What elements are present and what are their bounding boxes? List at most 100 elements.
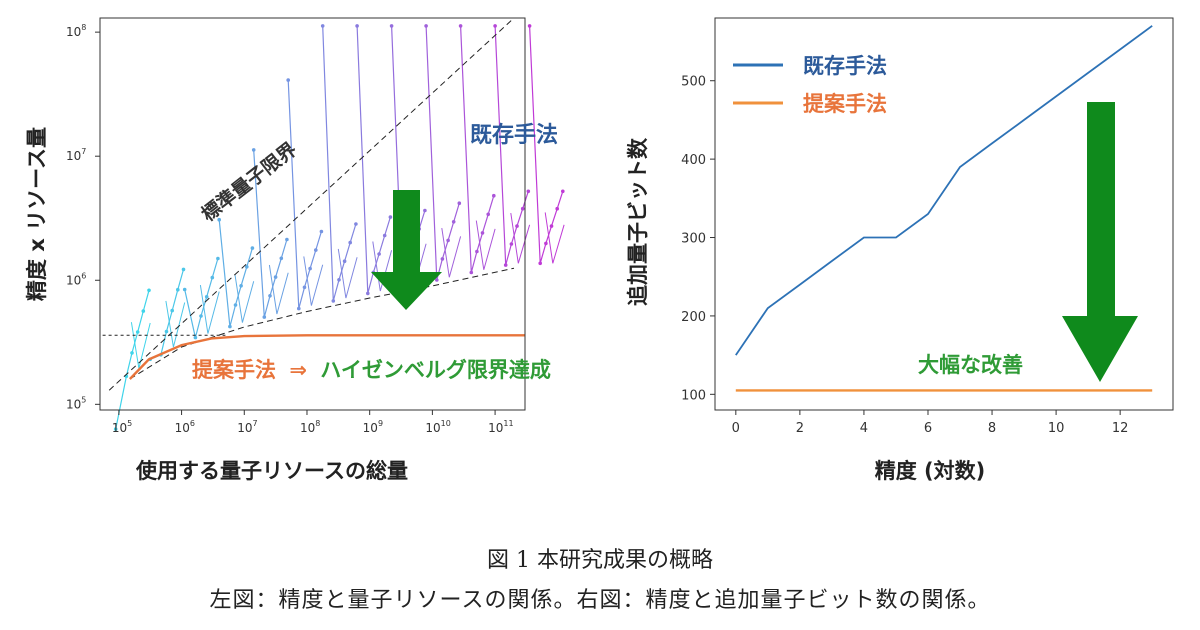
existing-point xyxy=(423,208,427,213)
existing-point xyxy=(250,246,255,250)
existing-point xyxy=(279,256,284,261)
existing-curve xyxy=(234,274,255,323)
existing-point xyxy=(182,287,187,292)
existing-family xyxy=(251,148,289,319)
left-y-axis-label: 精度 x リソース量 xyxy=(25,127,49,301)
right-y-tick-label: 300 xyxy=(681,232,706,247)
existing-point xyxy=(285,237,289,242)
existing-point xyxy=(509,242,514,246)
existing-point xyxy=(130,351,134,355)
right-y-ticks: 100 200 300 400 500 xyxy=(681,75,715,403)
proposed-line xyxy=(129,334,525,380)
right-x-axis-label: 精度 (対数) xyxy=(875,459,986,483)
legend-label-proposed: 提案手法 xyxy=(803,92,887,116)
existing-point xyxy=(561,189,565,194)
right-x-tick-label: 12 xyxy=(1112,421,1129,436)
existing-point xyxy=(342,259,347,264)
existing-curve xyxy=(268,264,289,315)
existing-point xyxy=(388,215,393,219)
existing-point xyxy=(251,148,256,152)
existing-point xyxy=(348,240,353,245)
existing-point xyxy=(135,330,140,334)
existing-curve xyxy=(199,285,220,334)
proposed-annotation: 提案手法 ⇒ ハイゼンベルグ限界達成 xyxy=(192,358,551,382)
existing-point xyxy=(286,78,291,82)
existing-curve xyxy=(372,241,393,292)
existing-point xyxy=(239,284,243,288)
existing-curve xyxy=(475,220,496,270)
existing-point xyxy=(446,238,450,243)
existing-point xyxy=(297,306,301,311)
existing-point xyxy=(451,220,456,224)
left-x-tick-label: 107 xyxy=(237,419,257,435)
reference-line-heisenberg-bound xyxy=(129,267,515,380)
right-series xyxy=(735,25,1153,392)
existing-point xyxy=(268,294,272,298)
left-improvement-arrow xyxy=(371,190,442,310)
existing-point xyxy=(193,335,198,340)
existing-point xyxy=(199,314,203,318)
existing-point xyxy=(308,266,312,271)
existing-point xyxy=(503,263,508,267)
existing-curve xyxy=(441,228,462,278)
left-x-ticks: 105 106 107 108 109 1010 1011 xyxy=(112,410,514,435)
existing-point xyxy=(147,288,151,293)
arrow-glyph: ⇒ xyxy=(289,358,307,382)
existing-point xyxy=(320,24,325,28)
existing-family xyxy=(355,24,393,296)
existing-point xyxy=(245,265,249,269)
existing-point xyxy=(113,427,118,431)
existing-point xyxy=(355,24,359,28)
existing-point xyxy=(217,217,221,222)
proposed-prefix: 提案手法 xyxy=(192,358,276,382)
existing-family xyxy=(182,256,220,340)
right-x-tick-label: 2 xyxy=(796,421,804,436)
right-x-tick-label: 8 xyxy=(988,421,996,436)
heisenberg-text: ハイゼンベルグ限界達成 xyxy=(320,358,551,382)
existing-point xyxy=(354,222,358,226)
existing-curve xyxy=(165,300,186,348)
existing-family xyxy=(493,24,531,267)
existing-point xyxy=(440,257,445,261)
existing-point xyxy=(233,303,238,307)
existing-point xyxy=(273,275,278,279)
right-annotation: 大幅な改善 xyxy=(918,353,1023,377)
existing-point xyxy=(216,256,220,261)
existing-point xyxy=(389,24,394,28)
right-improvement-arrow xyxy=(1062,102,1138,382)
existing-curve xyxy=(510,213,531,264)
existing-point xyxy=(458,24,463,28)
figure-caption-description: 左図：精度と量子リソースの関係。右図：精度と追加量子ビット数の関係。 xyxy=(209,588,991,613)
existing-point xyxy=(486,212,491,217)
existing-curve xyxy=(544,212,565,264)
existing-point xyxy=(435,278,439,282)
existing-point xyxy=(170,308,174,313)
left-plot-frame xyxy=(99,17,526,411)
existing-family xyxy=(458,24,496,275)
proposed-curve xyxy=(129,334,525,380)
existing-point xyxy=(377,252,381,256)
existing-point xyxy=(181,267,186,272)
existing-point xyxy=(469,270,474,275)
right-y-tick-label: 400 xyxy=(681,153,706,168)
right-plot-frame xyxy=(714,17,1174,411)
existing-point xyxy=(382,233,387,238)
existing-point xyxy=(549,224,554,228)
existing-point xyxy=(424,24,428,28)
existing-family xyxy=(320,24,358,303)
existing-family xyxy=(424,24,462,282)
existing-family xyxy=(527,24,565,266)
left-x-tick-label: 105 xyxy=(112,419,132,435)
left-x-tick-label: 108 xyxy=(300,419,320,435)
existing-method-curves xyxy=(113,24,565,431)
existing-point xyxy=(262,315,267,319)
right-y-tick-label: 200 xyxy=(681,310,706,325)
existing-curve xyxy=(337,248,358,299)
existing-point xyxy=(176,287,180,292)
right-y-tick-label: 100 xyxy=(681,388,706,403)
existing-curve xyxy=(303,256,324,306)
existing-point xyxy=(526,189,531,194)
right-x-tick-label: 10 xyxy=(1048,421,1065,436)
